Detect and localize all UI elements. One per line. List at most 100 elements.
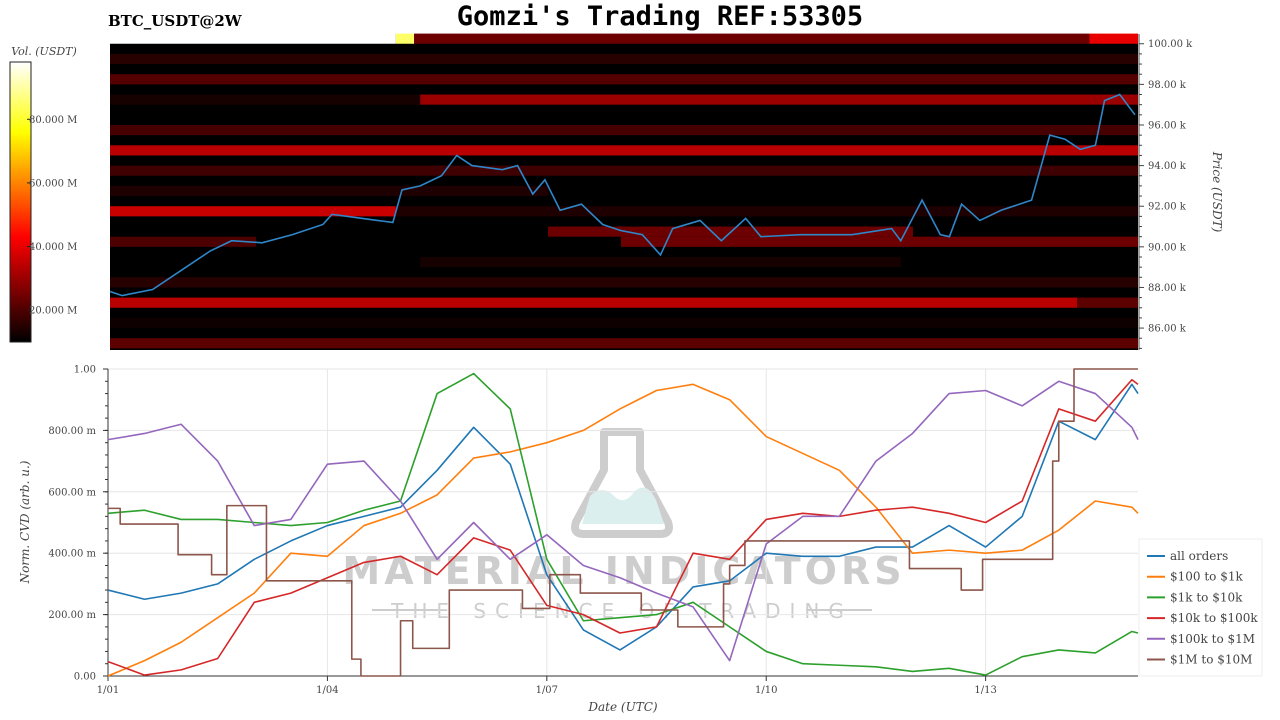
heatmap-cell: [620, 236, 1138, 247]
colorbar-swatch: [10, 192, 31, 195]
colorbar-swatch: [10, 340, 31, 343]
colorbar-swatch: [10, 268, 31, 271]
heatmap-cell: [110, 206, 396, 217]
price-tick-label: 98.00 k: [1148, 80, 1187, 91]
colorbar-swatch: [10, 94, 31, 97]
colorbar-swatch: [10, 264, 31, 267]
colorbar-swatch: [10, 198, 31, 201]
colorbar-swatch: [10, 120, 31, 123]
heatmap-cell: [420, 256, 901, 268]
heatmap-cell: [110, 33, 396, 44]
heatmap-title: BTC_USDT@2W: [108, 12, 243, 30]
colorbar-swatch: [10, 142, 31, 145]
heatmap-cell: [110, 185, 548, 197]
colorbar-swatch: [10, 224, 31, 227]
colorbar-swatch: [10, 68, 31, 71]
colorbar-title: Vol. (USDT): [11, 45, 77, 58]
heatmap-cell: [110, 145, 1138, 156]
colorbar-swatch: [10, 200, 31, 203]
colorbar-swatch: [10, 238, 31, 241]
colorbar-swatch: [10, 288, 31, 291]
colorbar-tick-label: 40.000 M: [29, 242, 77, 253]
x-axis-title: Date (UTC): [587, 700, 657, 714]
legend-box: [1138, 538, 1263, 677]
colorbar-swatch: [10, 78, 31, 81]
heatmap-cell: [110, 236, 256, 247]
colorbar-swatch: [10, 108, 31, 111]
colorbar-swatch: [10, 218, 31, 221]
heatmap-cell: [420, 94, 1138, 105]
colorbar-swatch: [10, 76, 31, 79]
colorbar-swatch: [10, 180, 31, 183]
colorbar-swatch: [10, 114, 31, 117]
colorbar-swatch: [10, 62, 31, 65]
colorbar-swatch: [10, 302, 31, 305]
colorbar-swatch: [10, 336, 31, 339]
colorbar-swatch: [10, 220, 31, 223]
colorbar-swatch: [10, 176, 31, 179]
colorbar-swatch: [10, 228, 31, 231]
x-tick-label: 1/01: [97, 685, 119, 696]
colorbar-tick-label: 20.000 M: [29, 306, 77, 317]
legend-entry: all orders: [1170, 549, 1228, 563]
colorbar-swatch: [10, 128, 31, 131]
colorbar-swatch: [10, 256, 31, 259]
series-line-1: [107, 383, 1139, 677]
price-tick-label: 88.00 k: [1148, 283, 1187, 294]
colorbar-swatch: [10, 232, 31, 235]
colorbar-swatch: [10, 306, 31, 309]
legend-entry: $100 to $1k: [1170, 570, 1243, 584]
colorbar-swatch: [10, 160, 31, 163]
colorbar-swatch: [10, 132, 31, 135]
colorbar-swatch: [10, 118, 31, 121]
colorbar-swatch: [10, 290, 31, 293]
colorbar-swatch: [10, 296, 31, 299]
watermark-tagline: THE SCIENCE OF TRADING: [390, 599, 853, 623]
heatmap: [109, 33, 1138, 350]
colorbar-swatch: [10, 90, 31, 93]
colorbar-swatch: [10, 134, 31, 137]
colorbar-swatch: [10, 152, 31, 155]
colorbar-swatch: [10, 84, 31, 87]
colorbar-swatch: [10, 332, 31, 335]
colorbar-swatch: [10, 216, 31, 219]
colorbar-swatch: [10, 230, 31, 233]
colorbar-swatch: [10, 172, 31, 175]
colorbar-swatch: [10, 262, 31, 265]
colorbar-swatch: [10, 234, 31, 237]
colorbar-swatch: [10, 170, 31, 173]
colorbar-swatch: [10, 124, 31, 127]
colorbar-swatch: [10, 92, 31, 95]
colorbar-swatch: [10, 212, 31, 215]
price-tick-label: 100.00 k: [1148, 39, 1193, 50]
price-tick-label: 96.00 k: [1148, 120, 1187, 131]
colorbar-swatch: [10, 112, 31, 115]
colorbar-swatch: [10, 86, 31, 89]
y-tick-label: 1.00: [74, 365, 96, 376]
heatmap-cell: [110, 338, 1138, 349]
colorbar-swatch: [10, 82, 31, 85]
price-tick-label: 90.00 k: [1148, 242, 1187, 253]
heatmap-cell: [110, 74, 1138, 85]
colorbar-swatch: [10, 100, 31, 103]
colorbar-swatch: [10, 298, 31, 301]
colorbar-swatch: [10, 246, 31, 249]
legend: all orders $100 to $1k $1k to $10k $10k to …: [1138, 538, 1263, 677]
price-axis: 86.00 k 88.00 k 90.00 k 92.00 k 94.00 k 96.00…: [1138, 34, 1224, 350]
colorbar-swatch: [10, 186, 31, 189]
colorbar-swatch: [10, 300, 31, 303]
colorbar-swatch: [10, 210, 31, 213]
price-tick-label: 92.00 k: [1148, 202, 1187, 213]
x-tick-label: 1/13: [974, 685, 996, 696]
legend-entry: $100k to $1M: [1170, 632, 1255, 646]
colorbar-swatch: [10, 106, 31, 109]
colorbar-swatch: [10, 284, 31, 287]
colorbar-swatch: [10, 102, 31, 105]
colorbar-swatch: [10, 72, 31, 75]
price-line: [109, 93, 1136, 297]
colorbar-swatch: [10, 214, 31, 217]
x-tick-label: 1/07: [536, 685, 558, 696]
series-line-3: [107, 378, 1139, 676]
price-axis-title: Price (USDT): [1210, 151, 1224, 233]
colorbar-swatch: [10, 138, 31, 141]
